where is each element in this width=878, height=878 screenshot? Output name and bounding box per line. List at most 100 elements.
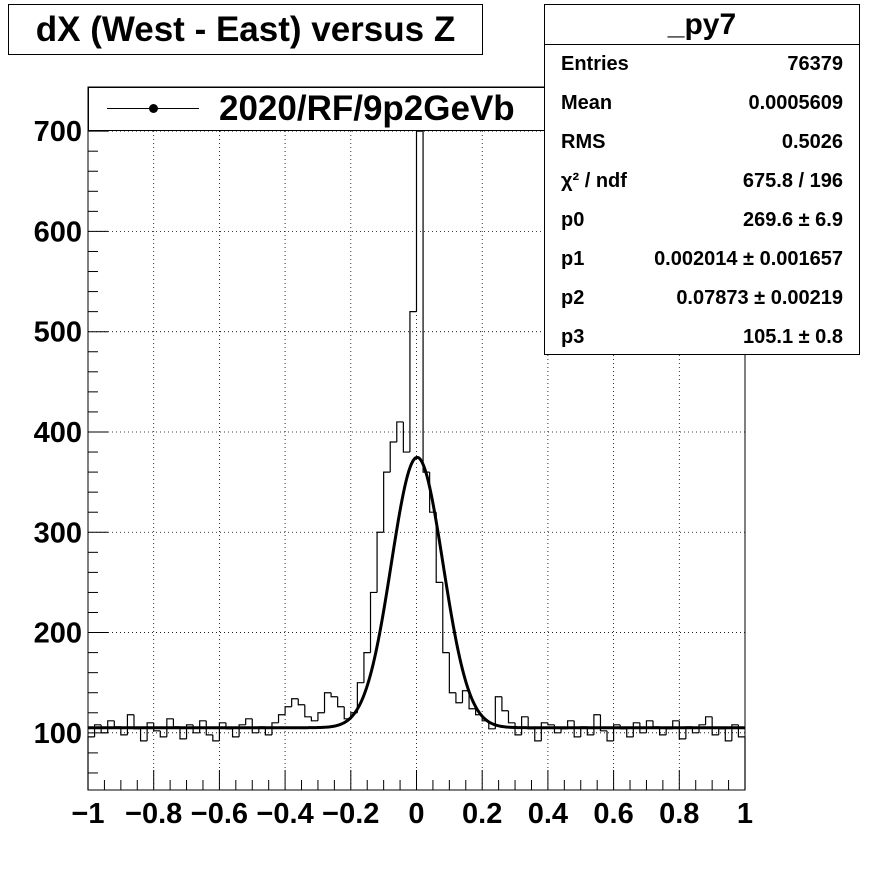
histogram-bin [383, 471, 391, 533]
stats-label: Entries [561, 53, 629, 75]
histogram-bin [179, 726, 187, 740]
histogram-bin [626, 728, 634, 738]
legend-label: 2020/RF/9p2GeVb [219, 89, 515, 128]
tick-labels: −1 −0.8 −0.6 −0.4 −0.2 0 0.2 0.4 0.6 0.8 1 100 200 30… [34, 116, 753, 830]
histogram-bin [448, 652, 456, 694]
stats-row-p3: p3 105.1 ± 0.8 [545, 318, 859, 357]
histogram-bin [146, 722, 154, 741]
x-tick-label: −0.4 [256, 798, 313, 830]
histogram-bin [560, 728, 568, 733]
chart-title: dX (West - East) versus Z [8, 4, 483, 55]
histogram-bin [593, 714, 601, 735]
x-tick-label: 0.6 [593, 798, 633, 830]
histogram-bin [402, 421, 410, 453]
histogram-bin [724, 728, 732, 742]
histogram-bin [652, 720, 660, 728]
histogram-bin [310, 716, 318, 722]
x-tick-label: −0.8 [125, 798, 182, 830]
histogram-bin [613, 724, 621, 741]
y-tick-label: 700 [34, 116, 82, 148]
legend: 2020/RF/9p2GeVb [88, 87, 614, 131]
y-tick-label: 400 [34, 417, 82, 449]
x-tick-label: 0.2 [462, 798, 502, 830]
stats-value: 0.07873 ± 0.00219 [676, 287, 843, 309]
histogram-bin [113, 720, 121, 728]
histogram-bin [120, 726, 128, 736]
histogram-bin [185, 724, 194, 739]
histogram-bin [251, 718, 259, 734]
x-tick-label: −0.2 [322, 798, 379, 830]
x-tick-label: 1 [737, 798, 753, 830]
stats-label: Mean [561, 92, 613, 114]
histogram-bin [415, 130, 424, 312]
histogram-bin [442, 582, 450, 654]
histogram-bin [639, 722, 647, 734]
histogram-bin [521, 716, 529, 735]
histogram-bin [665, 728, 673, 735]
histogram-bin [218, 722, 226, 741]
histogram-bin [363, 652, 371, 683]
x-tick-label: −1 [71, 798, 104, 830]
histogram-bin [356, 682, 364, 713]
histogram-bin [264, 726, 272, 736]
histogram-bin [632, 722, 640, 737]
histogram-bin [172, 718, 180, 728]
stats-row-mean: Mean 0.0005609 [545, 84, 859, 123]
histogram-bin [422, 131, 430, 473]
stats-value: 0.0005609 [748, 92, 843, 114]
histogram-bin [461, 690, 470, 703]
histogram-bin [396, 421, 404, 443]
x-tick-label: −0.6 [191, 798, 248, 830]
histogram-bin [238, 724, 246, 737]
histogram-bin [166, 718, 174, 737]
histogram-bin [245, 718, 253, 725]
histogram-bin [153, 722, 161, 732]
histogram-bin [271, 722, 279, 735]
stats-row-chi2: χ² / ndf 675.8 / 196 [545, 162, 859, 201]
stats-value: 269.6 ± 6.9 [743, 209, 843, 231]
histogram-bin [126, 714, 134, 735]
histogram-bin [494, 696, 502, 729]
histogram-bin [718, 728, 726, 735]
histogram-bin [284, 706, 292, 715]
histogram-bin [369, 591, 378, 653]
histogram-bin [139, 728, 148, 742]
legend-marker [107, 87, 199, 131]
chart-title-text: dX (West - East) versus Z [35, 9, 456, 49]
stats-label: p3 [561, 326, 585, 348]
histogram-bin [704, 716, 713, 725]
stats-value: 76379 [787, 53, 843, 75]
histogram-bin [317, 712, 325, 721]
histogram-bin [534, 728, 542, 742]
histogram-bin [297, 698, 305, 706]
stats-box: _py7 Entries 76379 Mean 0.0005609 RMS 0.… [544, 4, 860, 355]
histogram-bin [337, 696, 345, 708]
histogram-bin [501, 696, 509, 712]
fit-curve [88, 455, 745, 730]
stats-label: p2 [561, 287, 585, 309]
stats-row-p0: p0 269.6 ± 6.9 [545, 201, 859, 240]
histogram-bin [212, 734, 220, 742]
stats-value: 0.5026 [781, 131, 843, 153]
legend-dot [149, 104, 158, 113]
histogram-bin [330, 692, 338, 698]
histogram-bin [573, 720, 581, 738]
histogram-bin [435, 512, 443, 584]
histogram-bin [698, 724, 706, 733]
histogram-bin [87, 736, 95, 790]
stats-value: 675.8 / 196 [742, 170, 843, 192]
x-tick-label: 0 [408, 798, 424, 830]
histogram-bin [389, 441, 397, 473]
histogram-bin [409, 311, 417, 453]
x-tick-label: 0.4 [528, 798, 568, 830]
histogram-bin [277, 714, 286, 723]
histogram-bin [606, 730, 614, 742]
stats-value: 0.002014 ± 0.001657 [654, 248, 843, 270]
y-tick-label: 500 [34, 317, 82, 349]
histogram-bin [323, 692, 332, 713]
histogram-bin [547, 722, 555, 726]
y-tick-label: 300 [34, 517, 82, 549]
histogram-bin [672, 720, 680, 729]
axes [87, 86, 746, 791]
